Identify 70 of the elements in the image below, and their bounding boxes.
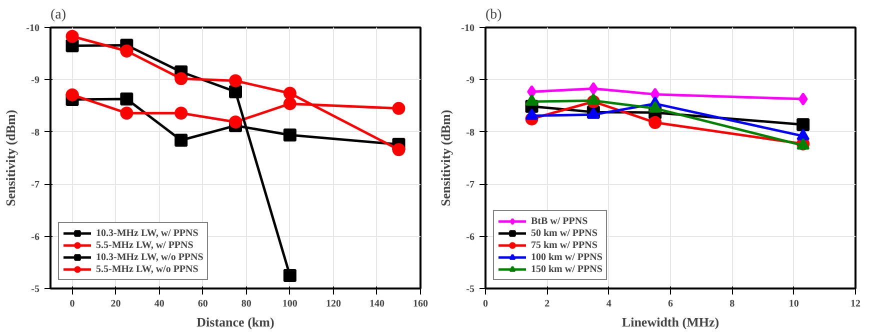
point — [120, 106, 134, 120]
point — [229, 85, 242, 98]
chart-title: (a) — [50, 8, 66, 22]
legend-label: 75 km w/ PPNS — [531, 239, 598, 251]
x-tick-label: 8 — [730, 298, 735, 310]
point — [174, 72, 188, 86]
legend-label: 10.3-MHz LW, w/o PPNS — [96, 251, 204, 263]
y-axis-title: Sensitivity (dBm) — [438, 110, 454, 206]
point — [283, 128, 296, 142]
legend-label: 50 km w/ PPNS — [531, 227, 598, 239]
point — [174, 106, 188, 120]
y-tick-label: -6 — [31, 232, 40, 243]
point — [120, 92, 134, 106]
point — [796, 128, 810, 140]
x-tick-label: 40 — [154, 298, 164, 310]
point — [66, 30, 79, 43]
x-tick-label: 120 — [326, 298, 341, 310]
x-tick-label: 12 — [850, 298, 860, 310]
point — [588, 82, 598, 96]
y-tick-label: -9 — [466, 75, 475, 86]
point — [66, 88, 79, 102]
legend-label: 100 km w/ PPNS — [531, 251, 602, 263]
y-tick-label: -8 — [466, 127, 475, 138]
y-tick-label: -5 — [466, 284, 475, 295]
x-tick-label: 80 — [241, 298, 252, 310]
legend-label: BtB w/ PPNS — [531, 215, 588, 227]
point — [648, 116, 662, 129]
point — [796, 118, 810, 132]
x-tick-label: 100 — [282, 298, 298, 310]
x-tick-label: 2 — [544, 298, 550, 310]
x-tick-label: 6 — [668, 298, 673, 310]
y-axis-title: Sensitivity (dBm) — [3, 110, 18, 206]
y-tick-label: -7 — [31, 180, 40, 191]
point — [283, 97, 296, 110]
point — [392, 143, 406, 156]
point — [174, 134, 188, 147]
y-tick-label: -8 — [31, 127, 40, 138]
point — [392, 102, 406, 115]
y-tick-label: -10 — [26, 23, 40, 34]
legend-label: 5.5-MHz LW, w/o PPNS — [96, 263, 198, 275]
x-tick-label: 20 — [110, 298, 121, 310]
x-axis-title: Distance (km) — [196, 314, 274, 330]
x-tick-label: 140 — [369, 298, 384, 310]
point — [120, 44, 134, 58]
x-tick-label: 10 — [788, 298, 799, 310]
x-tick-label: 60 — [198, 298, 208, 310]
point — [527, 85, 536, 98]
point — [798, 92, 808, 106]
legend-label: 150 km w/ PPNS — [531, 263, 602, 275]
x-axis-title: Linewidth (MHz) — [622, 314, 720, 330]
legend-label: 5.5-MHz LW, w/ PPNS — [96, 239, 194, 251]
x-tick-label: 0 — [483, 298, 488, 310]
point — [525, 108, 538, 120]
x-tick-label: 160 — [413, 298, 428, 310]
legend-label: 10.3-MHz LW, w/ PPNS — [96, 227, 198, 239]
y-tick-label: -6 — [466, 232, 475, 243]
point — [283, 268, 296, 282]
point — [229, 74, 242, 88]
point — [648, 101, 662, 113]
y-tick-label: -10 — [461, 23, 475, 34]
x-tick-label: 0 — [70, 298, 75, 310]
point — [229, 115, 242, 128]
point — [283, 86, 296, 100]
y-tick-label: -5 — [31, 284, 40, 295]
chart-title: (b) — [486, 8, 502, 22]
y-tick-label: -9 — [31, 75, 40, 86]
x-tick-label: 4 — [606, 298, 612, 310]
y-tick-label: -7 — [466, 180, 475, 191]
point — [586, 93, 600, 105]
point — [525, 94, 538, 106]
